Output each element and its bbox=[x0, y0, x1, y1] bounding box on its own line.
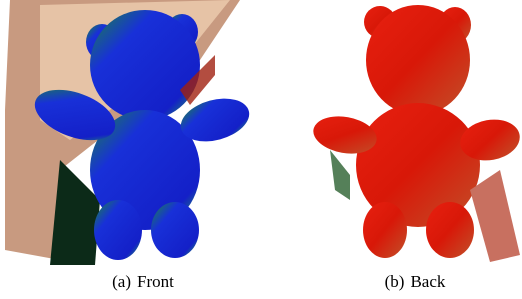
back-image bbox=[310, 5, 522, 262]
front-image bbox=[5, 0, 254, 265]
caption-a: (a) Front bbox=[112, 272, 174, 291]
caption-b: (b) Back bbox=[385, 272, 446, 291]
subfigure-caption: Front bbox=[137, 272, 174, 291]
figure: (a) Front (b) Back bbox=[0, 0, 522, 299]
subfigure-label: (b) bbox=[385, 272, 405, 291]
subfigure-label: (a) bbox=[112, 272, 131, 291]
subfigure-caption: Back bbox=[410, 272, 445, 291]
